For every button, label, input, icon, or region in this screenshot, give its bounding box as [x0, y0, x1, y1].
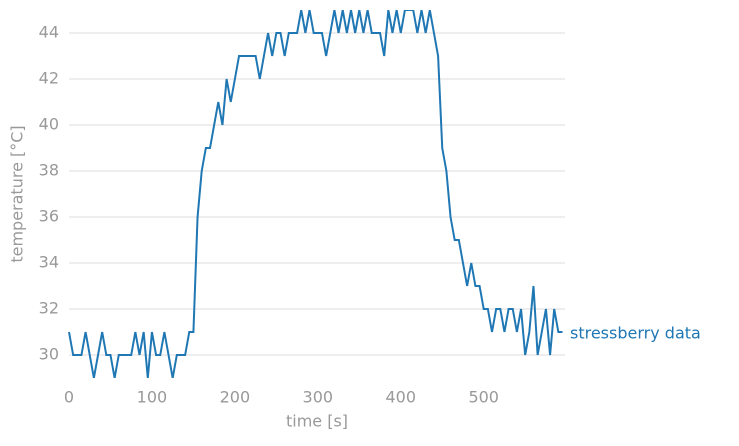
series-label: stressberry data [570, 324, 701, 343]
x-tick-label: 400 [385, 388, 416, 407]
y-axis-label: temperature [°C] [8, 125, 27, 262]
x-tick-label: 100 [137, 388, 168, 407]
x-tick-label: 0 [64, 388, 74, 407]
x-axis-label: time [s] [286, 412, 348, 431]
data-line [68, 10, 563, 378]
y-tick-label: 38 [39, 161, 59, 180]
y-tick-label: 32 [39, 299, 59, 318]
y-tick-label: 40 [39, 115, 59, 134]
y-tick-label: 34 [39, 253, 59, 272]
x-tick-label: 300 [303, 388, 334, 407]
y-tick-label: 42 [39, 69, 59, 88]
x-tick-label: 200 [220, 388, 251, 407]
y-tick-label: 36 [39, 207, 59, 226]
x-tick-label: 500 [468, 388, 499, 407]
y-tick-label: 30 [39, 345, 59, 364]
plot-area [68, 10, 563, 378]
y-tick-label: 44 [39, 23, 59, 42]
